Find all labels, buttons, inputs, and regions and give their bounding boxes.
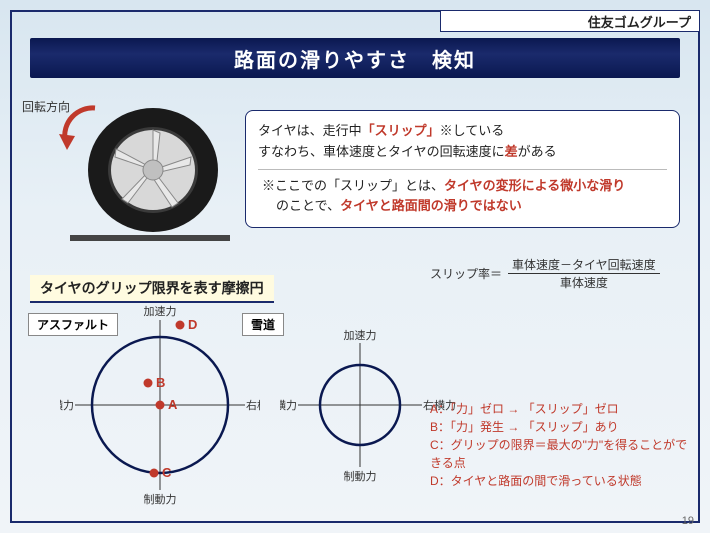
slip-formula: スリップ率＝ 車体速度－タイヤ回転速度 車体速度 (430, 256, 660, 291)
t2a: すなわち、車体速度とタイヤの回転速度に (258, 144, 505, 159)
svg-text:A: A (168, 397, 178, 412)
t1c: ※ (440, 123, 453, 138)
text-line2: すなわち、車体速度とタイヤの回転速度に差がある (258, 142, 667, 163)
svg-text:D: D (188, 317, 197, 332)
numerator: 車体速度－タイヤ回転速度 (508, 256, 660, 274)
t1a: タイヤは、走行中 (258, 123, 362, 138)
axis-left: 左横力 (60, 398, 74, 412)
tire-icon (78, 105, 238, 240)
svg-text:C: C (162, 465, 172, 480)
legend-a: A：「力」ゼロ → 「スリップ」ゼロ (430, 400, 690, 418)
fraction: 車体速度－タイヤ回転速度 車体速度 (508, 256, 660, 291)
denominator: 車体速度 (556, 274, 612, 291)
t1b: 「スリップ」 (362, 123, 440, 138)
axis-brake2: 制動力 (344, 469, 377, 483)
axis-right: 右横力 (246, 398, 260, 412)
legend-d: D：タイヤと路面の間で滑っている状態 (430, 472, 690, 490)
friction-circle-asphalt: 加速力 制動力 左横力 右横力 AB C D (60, 305, 260, 505)
t2b: 差 (505, 144, 518, 159)
n4: タイヤと路面間の滑りではない (340, 198, 522, 213)
n2: タイヤの変形による微小な滑り (444, 178, 625, 193)
n3: のことで、 (262, 198, 340, 213)
axis-accel: 加速力 (144, 305, 177, 318)
t2c: がある (518, 144, 557, 159)
axis-brake: 制動力 (144, 492, 177, 505)
title-text: 路面の滑りやすさ 検知 (234, 44, 476, 73)
divider (258, 169, 667, 170)
explanation-box: タイヤは、走行中「スリップ」※している すなわち、車体速度とタイヤの回転速度に差… (245, 110, 680, 228)
legend-c: C：グリップの限界＝最大の"力"を得ることができる点 (430, 436, 690, 472)
brand-bar: 住友ゴムグループ (440, 10, 700, 32)
title-bar: 路面の滑りやすさ 検知 (30, 38, 680, 78)
n1: ※ここでの「スリップ」とは、 (262, 178, 444, 193)
friction-circle-heading: タイヤのグリップ限界を表す摩擦円 (30, 275, 274, 303)
slide-number: 19 (682, 515, 694, 527)
axis-left2: 左横力 (280, 398, 297, 412)
axis-accel2: 加速力 (344, 329, 377, 342)
t1d: している (453, 123, 505, 138)
note-line: ※ここでの「スリップ」とは、タイヤの変形による微小な滑り のことで、タイヤと路面… (258, 176, 667, 218)
svg-text:B: B (156, 375, 165, 390)
ground-line (70, 235, 230, 241)
formula-label: スリップ率＝ (430, 265, 502, 282)
brand-text: 住友ゴムグループ (588, 12, 691, 31)
legend-b: B：「力」発生 → 「スリップ」あり (430, 418, 690, 436)
legend: A：「力」ゼロ → 「スリップ」ゼロ B：「力」発生 → 「スリップ」あり C：… (430, 400, 690, 490)
text-line1: タイヤは、走行中「スリップ」※している (258, 121, 667, 142)
